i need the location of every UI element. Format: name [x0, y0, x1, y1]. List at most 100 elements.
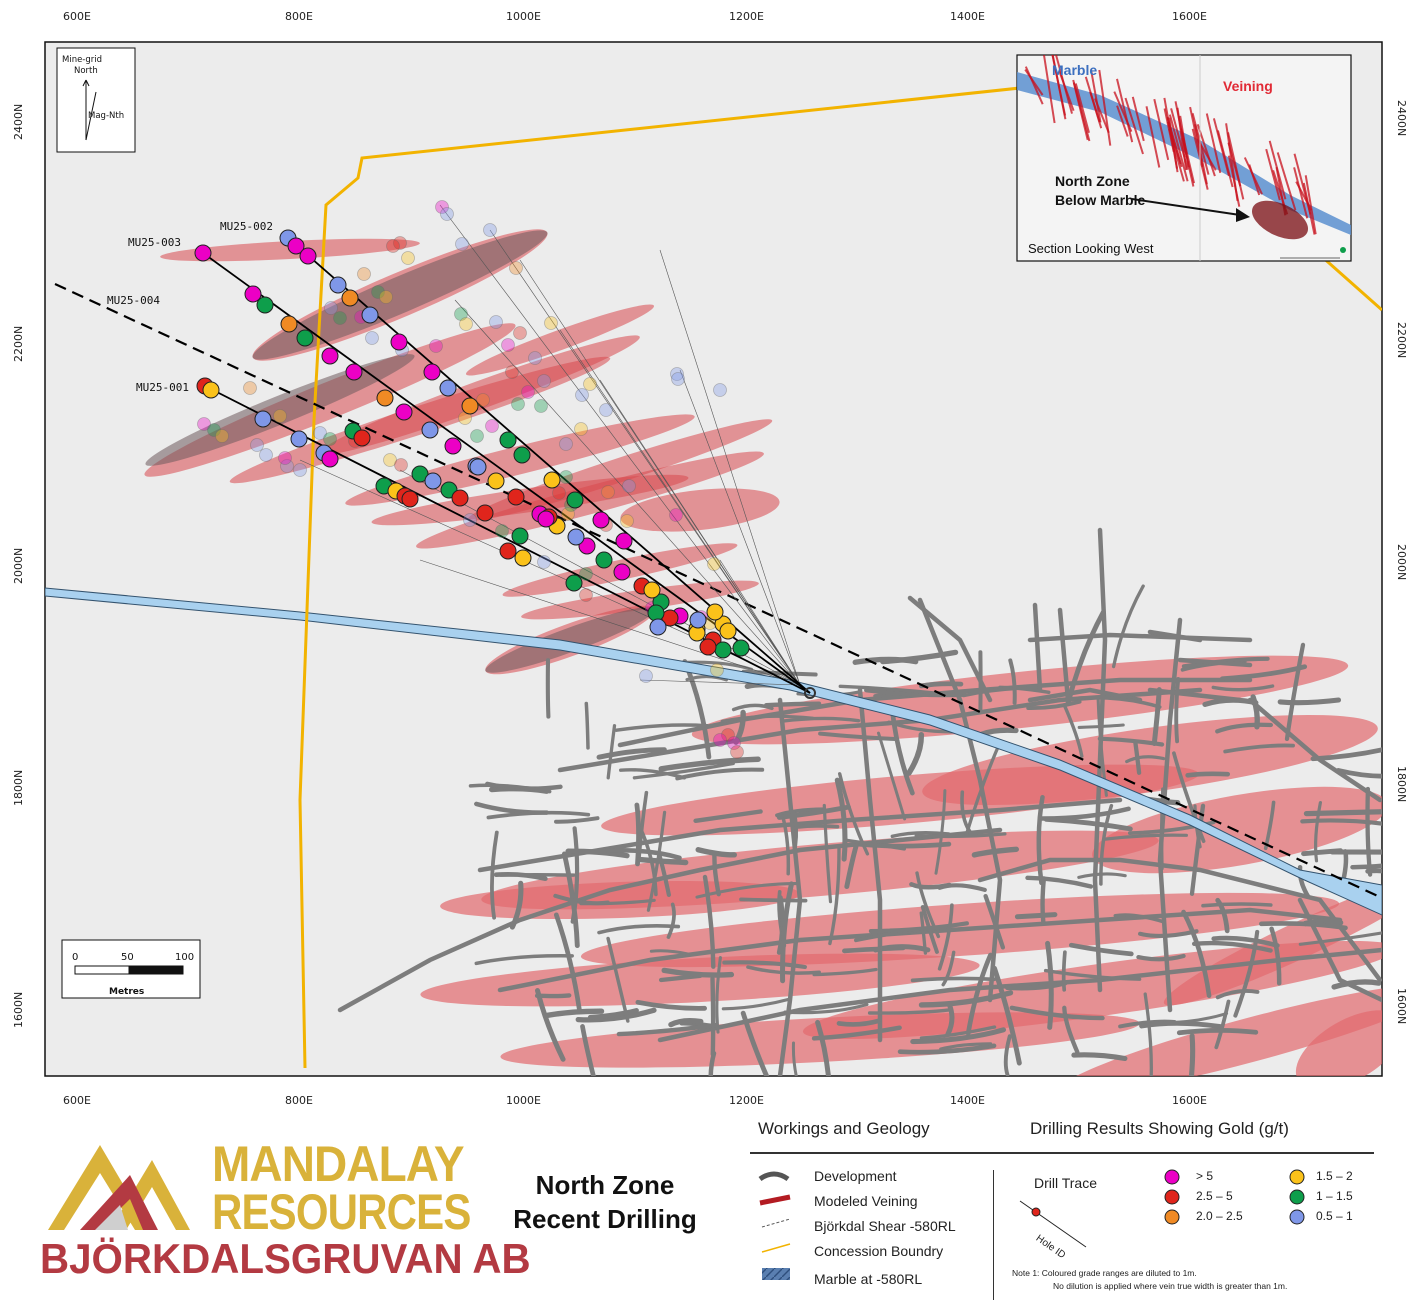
assay-point	[613, 563, 631, 581]
inset-vein-stroke	[1248, 164, 1261, 196]
svg-text:1400E: 1400E	[950, 1094, 985, 1107]
assay-point	[321, 347, 339, 365]
development-crosscut	[1176, 1027, 1259, 1036]
drill-collar	[804, 687, 816, 699]
faded-assay-point	[561, 507, 575, 521]
development-crosscut	[868, 921, 969, 934]
development-crosscut	[1103, 833, 1188, 841]
assay-point	[361, 306, 379, 324]
development-crosscut	[635, 999, 707, 1011]
inset-vein-stroke	[1090, 69, 1102, 123]
svg-text:600E: 600E	[63, 1094, 91, 1107]
development-crosscut	[575, 1007, 657, 1023]
faded-assay-point	[513, 326, 527, 340]
legend-item-concession: Concession Boundry	[814, 1243, 944, 1259]
development-crosscut	[1259, 921, 1348, 931]
faded-assay-point	[601, 485, 615, 499]
development-crosscut	[1284, 642, 1306, 742]
development-crosscut	[918, 990, 1014, 1008]
development-drive	[657, 947, 1382, 1043]
faded-assay-point	[383, 453, 397, 467]
faded-assay-point	[544, 316, 558, 330]
development-crosscut	[1043, 816, 1133, 832]
legend-item-development: Development	[814, 1168, 897, 1184]
development-crosscut	[740, 1010, 770, 1076]
development-crosscut	[1043, 968, 1142, 981]
svg-text:Mag-Nth: Mag-Nth	[88, 111, 124, 121]
development-crosscut	[797, 824, 840, 829]
assay-point	[321, 450, 339, 468]
assay-point	[329, 276, 347, 294]
assay-point	[499, 542, 517, 560]
development-crosscut	[1151, 687, 1162, 746]
development-crosscut	[937, 903, 954, 971]
development-crosscut	[919, 1025, 997, 1040]
development-crosscut	[1113, 913, 1166, 924]
inset-vein-stroke	[1227, 132, 1245, 200]
development-crosscut	[534, 993, 572, 999]
faded-assay-point	[537, 374, 551, 388]
development-crosscut	[544, 1008, 605, 1018]
grade-label-1-5-2: 1.5 – 2	[1316, 1169, 1353, 1183]
assay-point	[514, 549, 532, 567]
assay-point	[543, 471, 561, 489]
development-crosscut	[587, 1008, 639, 1020]
faded-assay-point	[429, 339, 443, 353]
faded-assay-point	[669, 508, 683, 522]
map-canvas[interactable]: MU25-003 MU25-002 MU25-004 MU25-001 Mine…	[0, 0, 1422, 1110]
development-crosscut	[474, 954, 574, 966]
faded-assay-point	[365, 331, 379, 345]
svg-text:1600N: 1600N	[1395, 988, 1408, 1024]
development-crosscut	[1003, 1034, 1012, 1076]
y-axis-left: 2400N 2200N 2000N 1800N 1600N	[12, 104, 25, 1028]
development-crosscut	[1077, 723, 1125, 729]
faded-assay-point	[639, 669, 653, 683]
assay-point	[411, 465, 429, 483]
development-crosscut	[852, 656, 919, 665]
development-crosscut	[906, 731, 925, 776]
assay-point	[567, 528, 585, 546]
assay-point	[511, 527, 529, 545]
faded-assay-point	[622, 479, 636, 493]
development-crosscut	[1077, 695, 1162, 709]
assay-point	[565, 574, 583, 592]
assay-point	[376, 389, 394, 407]
development-crosscut	[1181, 656, 1270, 669]
development-crosscut	[1303, 809, 1382, 817]
development-crosscut	[838, 684, 941, 696]
development-spur	[1147, 629, 1203, 643]
faded-assay-point	[207, 423, 221, 437]
development-drive	[857, 687, 883, 1043]
grade-label-2-5-5: 2.5 – 5	[1196, 1189, 1233, 1203]
development-workings	[337, 527, 1382, 1076]
development-crosscut	[914, 832, 1007, 839]
development-crosscut	[937, 883, 987, 892]
svg-text:Mine-grid: Mine-grid	[62, 55, 102, 65]
svg-text:1200E: 1200E	[729, 1094, 764, 1107]
development-crosscut	[1188, 1033, 1196, 1076]
development-crosscut	[739, 897, 808, 903]
svg-text:50: 50	[121, 952, 134, 963]
development-crosscut	[1026, 699, 1082, 710]
faded-assay-point	[537, 555, 551, 569]
inset-vein-stroke	[1180, 128, 1195, 184]
assay-point	[595, 551, 613, 569]
assay-point	[444, 437, 462, 455]
brand-subsidiary: BJÖRKDALSGRUVAN AB	[40, 1235, 531, 1282]
development-crosscut	[1298, 931, 1382, 946]
development-crosscut	[890, 830, 951, 838]
bjorkdal-shear-line	[54, 283, 1382, 899]
faded-assay-point	[393, 236, 407, 250]
development-spur	[1032, 602, 1043, 693]
legend-drilling-header: Drilling Results Showing Gold (g/t)	[1030, 1119, 1289, 1138]
development-crosscut	[864, 688, 967, 698]
development-crosscut	[606, 724, 617, 780]
development-crosscut	[649, 949, 690, 956]
assay-point	[254, 410, 272, 428]
development-drive	[1027, 632, 1253, 643]
development-crosscut	[1009, 1005, 1105, 1021]
faded-assay-point	[455, 237, 469, 251]
faded-assay-point	[470, 429, 484, 443]
faded-assay-point	[713, 383, 727, 397]
development-crosscut	[971, 846, 1019, 858]
